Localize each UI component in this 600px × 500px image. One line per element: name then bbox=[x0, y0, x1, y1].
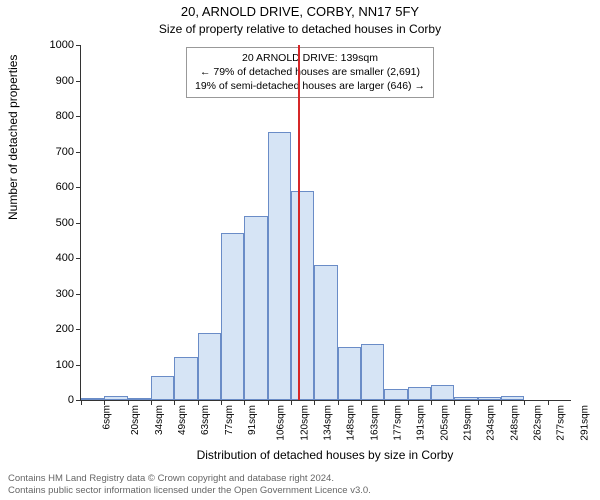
ytick-label: 0 bbox=[68, 394, 74, 406]
xtick-label: 277sqm bbox=[556, 405, 567, 441]
xtick-label: 134sqm bbox=[323, 405, 334, 441]
xtick-mark bbox=[291, 400, 292, 405]
histogram-bar bbox=[198, 333, 221, 400]
histogram-bar bbox=[431, 385, 454, 400]
ytick-mark bbox=[76, 81, 81, 82]
xtick-mark bbox=[314, 400, 315, 405]
y-axis-label: Number of detached properties bbox=[6, 55, 20, 220]
xtick-mark bbox=[501, 400, 502, 405]
ytick-mark bbox=[76, 258, 81, 259]
histogram-bar bbox=[408, 387, 431, 400]
histogram-bar bbox=[244, 216, 267, 400]
ytick-label: 500 bbox=[56, 217, 74, 229]
xtick-mark bbox=[384, 400, 385, 405]
histogram-bar bbox=[361, 344, 384, 400]
xtick-mark bbox=[454, 400, 455, 405]
xtick-mark bbox=[338, 400, 339, 405]
ytick-label: 400 bbox=[56, 252, 74, 264]
chart-subtitle: Size of property relative to detached ho… bbox=[0, 22, 600, 36]
histogram-bar bbox=[104, 396, 127, 400]
xtick-label: 219sqm bbox=[463, 405, 474, 441]
histogram-bar bbox=[454, 397, 477, 400]
xtick-label: 20sqm bbox=[130, 405, 141, 435]
xtick-label: 49sqm bbox=[177, 405, 188, 435]
ytick-label: 600 bbox=[56, 181, 74, 193]
xtick-mark bbox=[408, 400, 409, 405]
footer-line-1: Contains HM Land Registry data © Crown c… bbox=[8, 473, 334, 484]
x-axis-label: Distribution of detached houses by size … bbox=[80, 448, 570, 462]
callout-line-1: 20 ARNOLD DRIVE: 139sqm bbox=[195, 51, 425, 65]
histogram-bar bbox=[291, 191, 314, 400]
xtick-label: 106sqm bbox=[276, 405, 287, 441]
ytick-mark bbox=[76, 329, 81, 330]
ytick-mark bbox=[76, 223, 81, 224]
xtick-label: 91sqm bbox=[247, 405, 258, 435]
xtick-mark bbox=[524, 400, 525, 405]
xtick-label: 63sqm bbox=[200, 405, 211, 435]
histogram-bar bbox=[384, 389, 407, 400]
histogram-bar bbox=[221, 233, 244, 400]
xtick-mark bbox=[81, 400, 82, 405]
ytick-mark bbox=[76, 116, 81, 117]
histogram-bar bbox=[81, 398, 104, 400]
xtick-label: 177sqm bbox=[393, 405, 404, 441]
xtick-label: 77sqm bbox=[224, 405, 235, 435]
ytick-label: 300 bbox=[56, 288, 74, 300]
callout-line-2: ← 79% of detached houses are smaller (2,… bbox=[195, 65, 425, 79]
ytick-mark bbox=[76, 187, 81, 188]
histogram-bar bbox=[501, 396, 524, 400]
xtick-mark bbox=[128, 400, 129, 405]
histogram-bar bbox=[128, 398, 151, 400]
xtick-label: 6sqm bbox=[101, 405, 112, 429]
xtick-label: 163sqm bbox=[369, 405, 380, 441]
ytick-mark bbox=[76, 294, 81, 295]
histogram-bar bbox=[314, 265, 337, 400]
xtick-label: 120sqm bbox=[299, 405, 310, 441]
histogram-bar bbox=[174, 357, 197, 400]
xtick-label: 262sqm bbox=[533, 405, 544, 441]
xtick-label: 191sqm bbox=[416, 405, 427, 441]
marker-callout: 20 ARNOLD DRIVE: 139sqm ← 79% of detache… bbox=[186, 47, 434, 98]
histogram-bar bbox=[268, 132, 291, 400]
ytick-label: 700 bbox=[56, 146, 74, 158]
histogram-bar bbox=[478, 397, 501, 400]
chart-title: 20, ARNOLD DRIVE, CORBY, NN17 5FY bbox=[0, 4, 600, 19]
ytick-label: 900 bbox=[56, 75, 74, 87]
xtick-mark bbox=[221, 400, 222, 405]
xtick-label: 234sqm bbox=[486, 405, 497, 441]
footer-line-2: Contains public sector information licen… bbox=[8, 485, 371, 496]
ytick-label: 1000 bbox=[50, 39, 74, 51]
plot-area: 20 ARNOLD DRIVE: 139sqm ← 79% of detache… bbox=[80, 45, 571, 401]
histogram-bar bbox=[338, 347, 361, 400]
xtick-mark bbox=[174, 400, 175, 405]
ytick-mark bbox=[76, 152, 81, 153]
xtick-label: 248sqm bbox=[509, 405, 520, 441]
xtick-mark bbox=[548, 400, 549, 405]
xtick-mark bbox=[268, 400, 269, 405]
ytick-mark bbox=[76, 45, 81, 46]
xtick-mark bbox=[478, 400, 479, 405]
callout-line-3: 19% of semi-detached houses are larger (… bbox=[195, 79, 425, 93]
xtick-mark bbox=[151, 400, 152, 405]
xtick-label: 148sqm bbox=[346, 405, 357, 441]
ytick-label: 100 bbox=[56, 359, 74, 371]
ytick-label: 200 bbox=[56, 323, 74, 335]
xtick-label: 291sqm bbox=[579, 405, 590, 441]
xtick-label: 34sqm bbox=[154, 405, 165, 435]
marker-line bbox=[298, 45, 300, 400]
histogram-bar bbox=[151, 376, 174, 400]
ytick-label: 800 bbox=[56, 110, 74, 122]
xtick-label: 205sqm bbox=[439, 405, 450, 441]
xtick-mark bbox=[361, 400, 362, 405]
xtick-mark bbox=[198, 400, 199, 405]
chart-container: 20, ARNOLD DRIVE, CORBY, NN17 5FY Size o… bbox=[0, 0, 600, 500]
xtick-mark bbox=[431, 400, 432, 405]
xtick-mark bbox=[244, 400, 245, 405]
ytick-mark bbox=[76, 365, 81, 366]
